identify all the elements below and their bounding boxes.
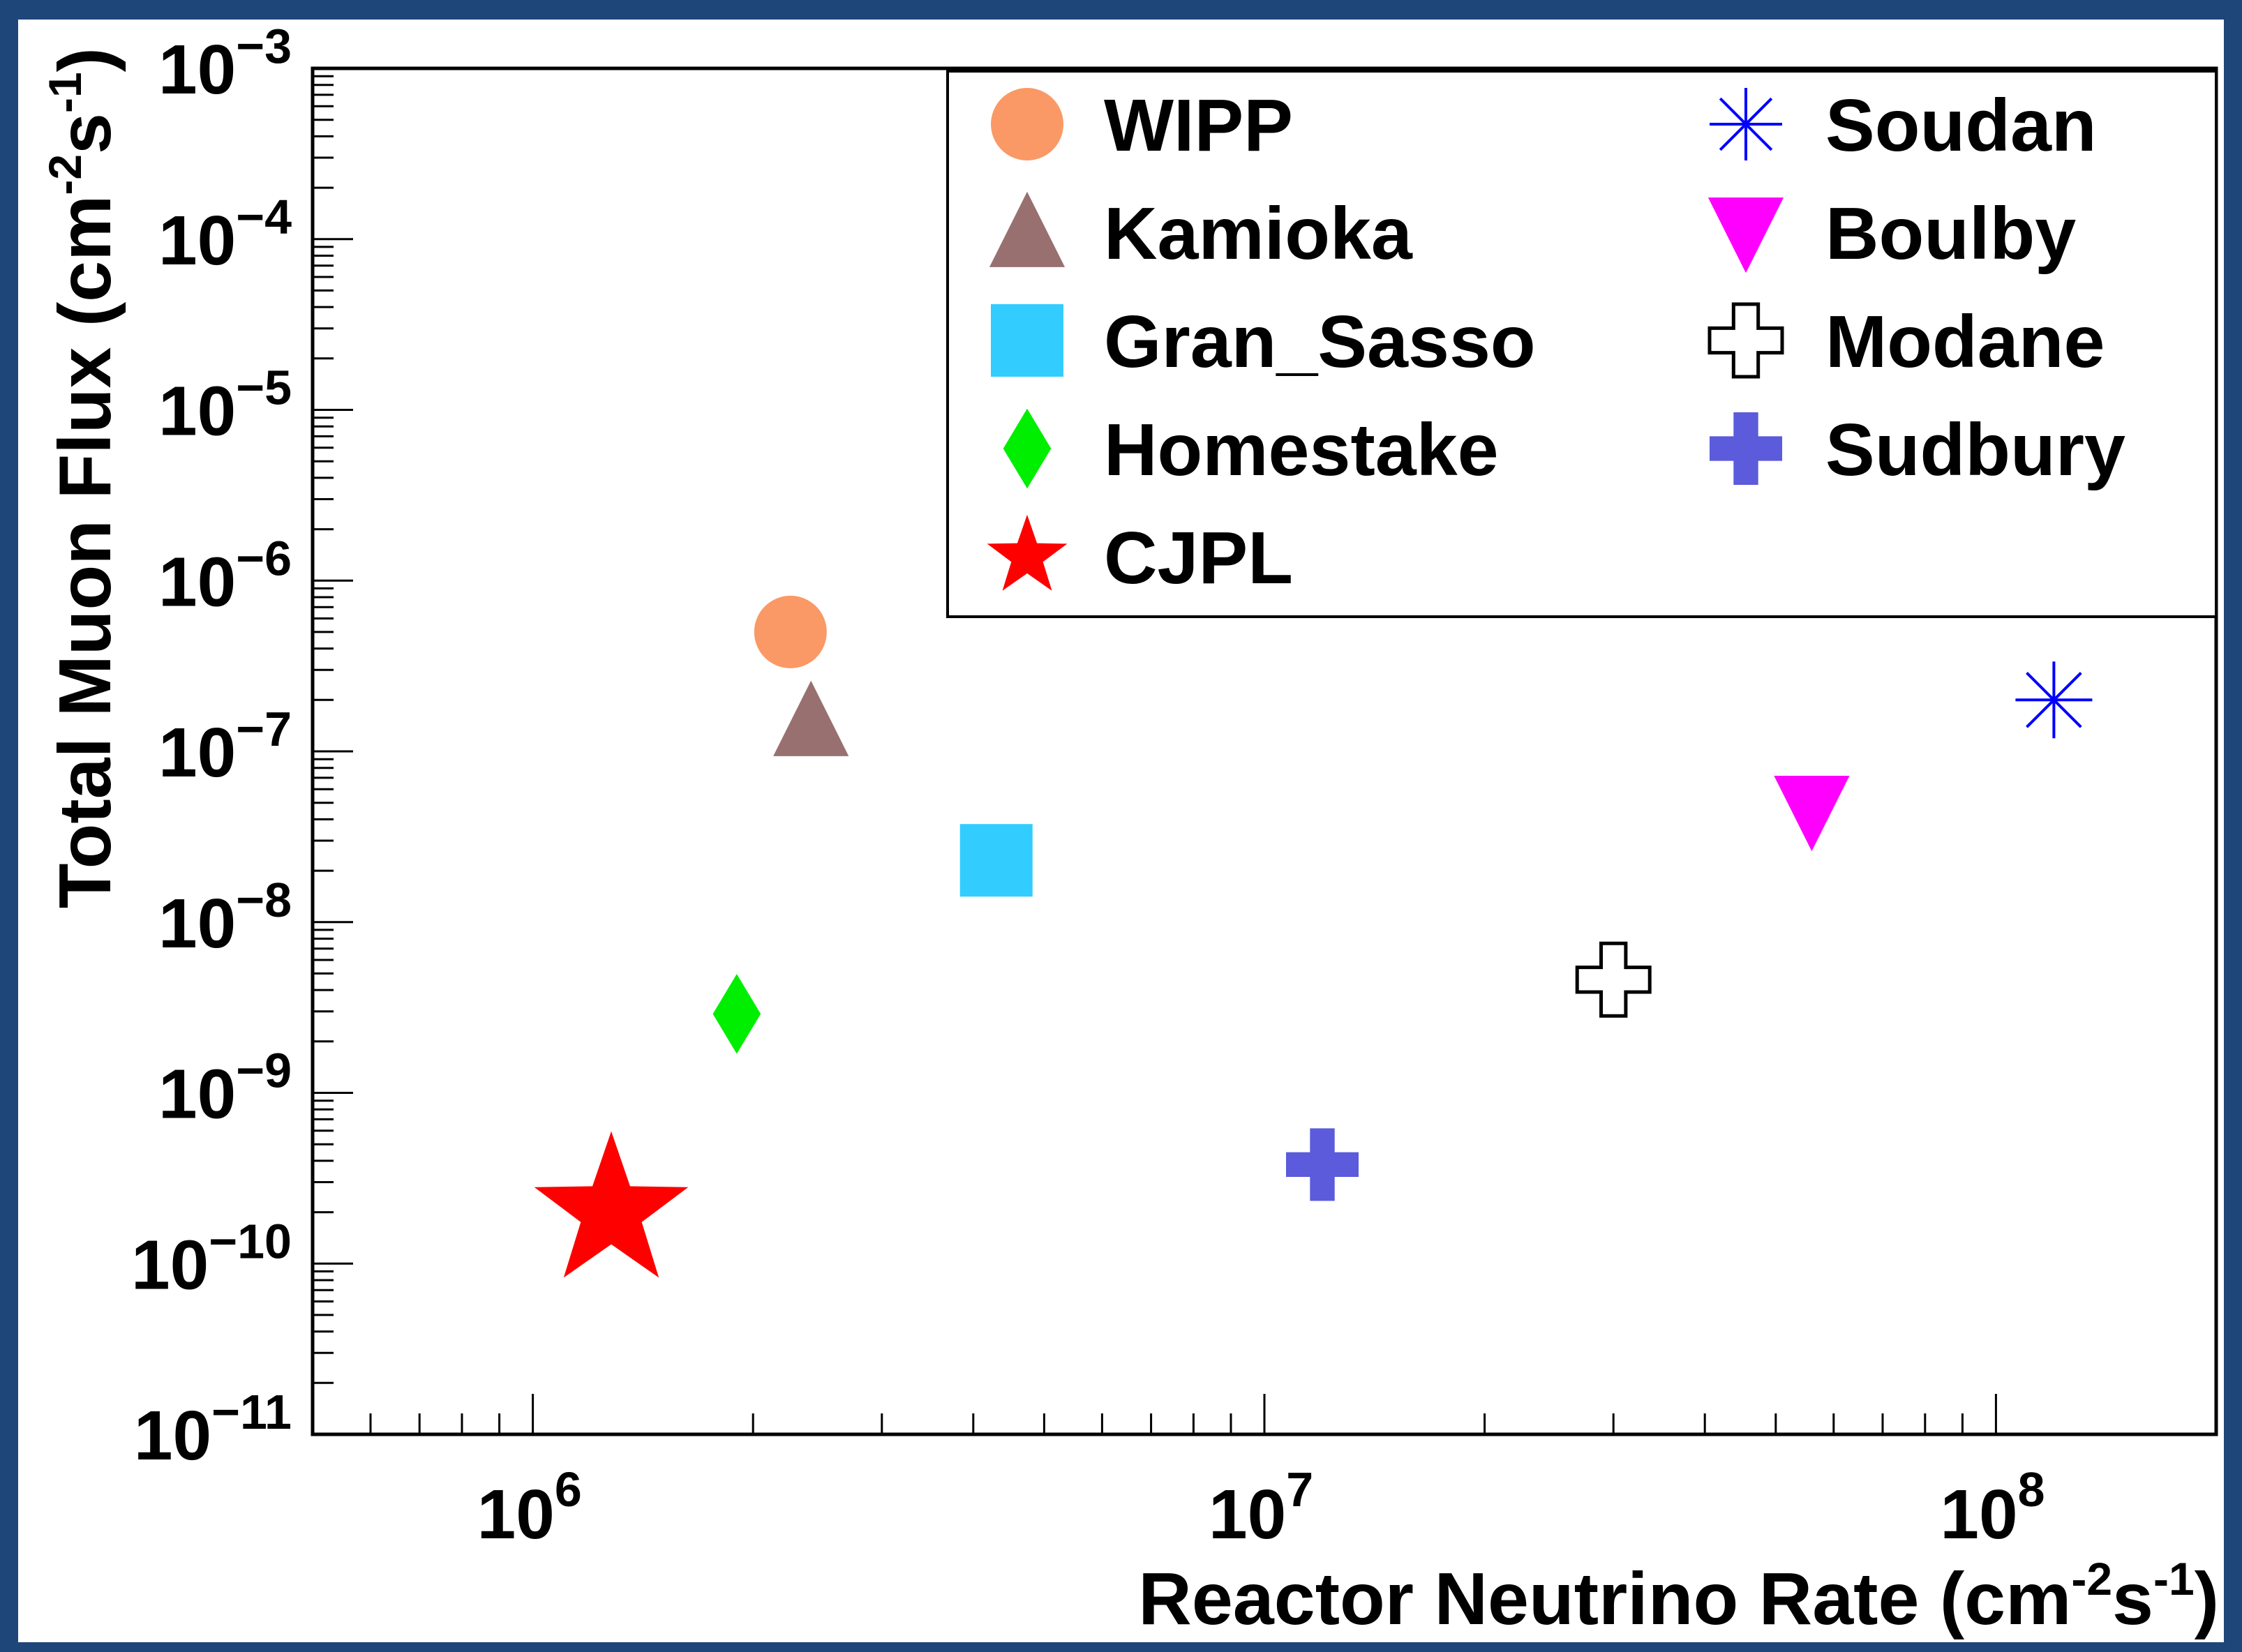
x-tick-exponent: 6 — [555, 1462, 582, 1517]
y-tick-label: 10−9 — [158, 1044, 292, 1134]
legend-label-sudbury: Sudbury — [1825, 409, 2125, 491]
y-tick-exponent: −10 — [209, 1214, 292, 1268]
y-tick-exponent: −5 — [236, 361, 292, 415]
point-wipp — [754, 595, 827, 668]
data-points — [534, 595, 2093, 1278]
legend-label-boulby: Boulby — [1825, 193, 2076, 275]
legend-marker-sudbury — [1710, 412, 1783, 485]
legend-label-homestake: Homestake — [1104, 409, 1499, 491]
x-axis-title: Reactor Neutrino Rate (cm-2s-1) — [1138, 1553, 2219, 1640]
y-tick-exponent: −9 — [236, 1044, 292, 1098]
legend-label-soudan: Soudan — [1825, 84, 2097, 167]
y-axis-title: Total Muon Flux (cm-2s-1) — [39, 47, 126, 908]
legend-marker-soudan — [1710, 88, 1782, 160]
y-tick-base: 10 — [131, 1226, 209, 1304]
x-axis-title-mid: s — [2112, 1558, 2153, 1640]
x-axis-title-sup2: -1 — [2153, 1553, 2195, 1605]
y-tick-label: 10−3 — [158, 19, 292, 109]
point-sudbury — [1286, 1128, 1359, 1201]
point-homestake — [712, 974, 761, 1054]
x-axis-title-main: Reactor Neutrino Rate (cm — [1138, 1558, 2071, 1640]
x-tick-label: 108 — [1940, 1462, 2045, 1554]
y-tick-exponent: −6 — [236, 531, 292, 585]
x-tick-label: 107 — [1209, 1462, 1313, 1554]
legend-label-kamioka: Kamioka — [1104, 193, 1413, 275]
y-axis-title-sup1: -2 — [39, 154, 91, 195]
y-tick-base: 10 — [158, 543, 236, 621]
x-tick-labels: 106 107 108 — [477, 1462, 2045, 1554]
y-tick-exponent: −11 — [211, 1385, 292, 1439]
y-tick-label: 10−6 — [158, 531, 292, 621]
point-cjpl — [534, 1131, 689, 1278]
y-tick-base: 10 — [158, 714, 236, 792]
x-tick-exponent: 7 — [1286, 1462, 1313, 1517]
legend-marker-gran-sasso — [991, 304, 1063, 377]
y-tick-base: 10 — [158, 31, 236, 109]
legend-box — [946, 70, 2218, 618]
legend: WIPP Kamioka Gran_Sasso Homestake CJPL Soudan… — [946, 70, 2218, 618]
y-tick-base: 10 — [158, 202, 236, 280]
y-axis-title-mid: s — [44, 113, 126, 154]
legend-marker-homestake — [1003, 408, 1052, 489]
y-axis-title-sup2: -1 — [39, 72, 91, 113]
x-tick-base: 10 — [1940, 1475, 2017, 1554]
x-tick-base: 10 — [1209, 1475, 1286, 1554]
legend-items: WIPP Kamioka Gran_Sasso Homestake CJPL Soudan… — [987, 84, 2125, 599]
x-tick-exponent: 8 — [2018, 1462, 2045, 1517]
legend-label-cjpl: CJPL — [1104, 517, 1293, 599]
legend-label-wipp: WIPP — [1104, 84, 1293, 167]
y-tick-label: 10−4 — [158, 190, 292, 280]
y-tick-exponent: −4 — [236, 190, 292, 244]
y-tick-base: 10 — [158, 1056, 236, 1134]
y-tick-base: 10 — [134, 1397, 211, 1475]
y-tick-exponent: −7 — [236, 702, 292, 756]
point-modane — [1575, 941, 1652, 1018]
y-tick-label: 10−8 — [158, 873, 292, 963]
legend-marker-boulby — [1707, 197, 1784, 273]
y-tick-exponent: −8 — [236, 873, 292, 927]
legend-label-modane: Modane — [1825, 301, 2105, 383]
point-kamioka — [773, 680, 849, 756]
y-tick-exponent: −3 — [236, 19, 292, 73]
point-gran-sasso — [959, 824, 1033, 897]
legend-marker-modane — [1707, 302, 1784, 379]
x-tick-base: 10 — [477, 1475, 555, 1554]
y-axis-title-main: Total Muon Flux (cm — [44, 195, 126, 909]
y-tick-label: 10−7 — [158, 702, 292, 792]
y-tick-base: 10 — [158, 885, 236, 963]
axis-ticks — [311, 67, 2218, 1436]
y-axis-title-end: ) — [44, 47, 126, 72]
legend-marker-wipp — [991, 88, 1063, 160]
legend-marker-cjpl — [987, 514, 1068, 591]
legend-label-gran-sasso: Gran_Sasso — [1104, 301, 1536, 383]
y-tick-label: 10−11 — [134, 1385, 292, 1475]
x-tick-label: 106 — [477, 1462, 582, 1554]
point-soudan — [2015, 661, 2093, 739]
point-boulby — [1774, 775, 1850, 852]
y-tick-base: 10 — [158, 373, 236, 451]
tick-marks — [311, 67, 2218, 1436]
x-axis-title-sup1: -2 — [2071, 1553, 2112, 1605]
x-axis-title-end: ) — [2195, 1558, 2219, 1640]
legend-marker-kamioka — [989, 191, 1066, 267]
y-tick-label: 10−5 — [158, 361, 292, 451]
y-tick-label: 10−10 — [131, 1214, 292, 1304]
